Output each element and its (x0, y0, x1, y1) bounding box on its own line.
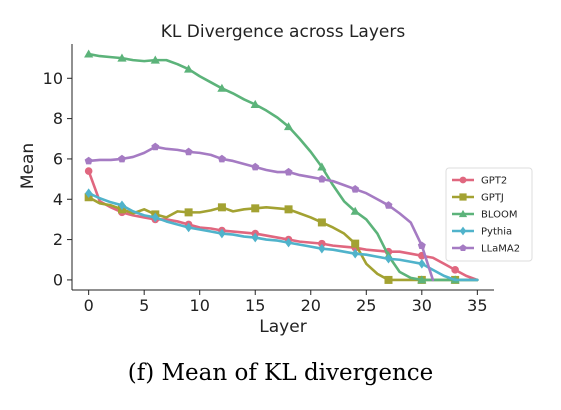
data-point-bloom (84, 49, 94, 58)
data-point-pythia (351, 248, 359, 259)
x-tick-label: 20 (301, 296, 321, 315)
series-line-pythia (87, 191, 479, 282)
legend-item-bloom: BLOOM (452, 210, 517, 221)
legend-label-gpt2: GPT2 (481, 176, 507, 187)
x-tick-label: 5 (139, 296, 149, 315)
x-tick-label: 15 (245, 296, 265, 315)
data-point-pythia (251, 232, 259, 243)
data-point-pythia (118, 200, 126, 211)
data-point-llama2 (151, 142, 160, 151)
data-point-llama2 (417, 241, 426, 250)
legend-item-gptj: GPTJ (452, 193, 504, 204)
data-point-pythia (418, 258, 426, 269)
legend-label-llama2: LLaMA2 (481, 244, 520, 255)
data-point-pythia (185, 222, 193, 233)
data-point-pythia (218, 228, 226, 239)
y-tick-label: 8 (53, 109, 63, 128)
data-point-bloom (117, 53, 127, 62)
data-point-bloom (317, 162, 327, 171)
data-point-pythia (318, 243, 326, 254)
data-point-gpt2 (451, 266, 459, 274)
x-tick-label: 35 (467, 296, 487, 315)
figure-caption: (f) Mean of KL divergence (127, 360, 434, 386)
data-point-llama2 (184, 147, 193, 156)
y-axis-label: Mean (18, 143, 38, 189)
legend-marker-bloom (458, 209, 468, 218)
legend-item-gpt2: GPT2 (452, 176, 507, 187)
data-point-llama2 (284, 167, 293, 176)
data-point-pythia (284, 237, 293, 248)
legend-marker-llama2 (459, 244, 467, 252)
y-tick-label: 0 (53, 270, 63, 289)
data-point-bloom (217, 83, 227, 92)
legend-label-gptj: GPTJ (481, 193, 504, 204)
data-point-pythia (384, 253, 393, 264)
legend-item-pythia: Pythia (452, 227, 512, 238)
data-point-pythia (85, 188, 93, 199)
data-point-bloom (250, 99, 260, 108)
data-point-gptj (351, 239, 360, 248)
data-point-bloom (350, 206, 360, 215)
data-point-llama2 (84, 156, 93, 165)
y-tick-label: 6 (53, 149, 63, 168)
legend-marker-gpt2 (459, 176, 467, 184)
data-point-gptj (284, 205, 293, 214)
data-point-bloom (283, 122, 294, 131)
data-point-llama2 (384, 201, 393, 209)
data-point-llama2 (251, 162, 260, 171)
series-llama2 (84, 142, 435, 282)
chart-title: KL Divergence across Layers (161, 22, 406, 42)
data-point-gptj (251, 204, 260, 213)
series-pythia (85, 188, 479, 282)
x-tick-label: 25 (356, 296, 376, 315)
data-point-llama2 (217, 154, 226, 163)
legend-label-bloom: BLOOM (481, 210, 517, 221)
x-tick-label: 30 (412, 296, 432, 315)
data-point-gptj (184, 208, 193, 217)
data-point-pythia (151, 212, 159, 223)
data-point-gptj (384, 275, 393, 284)
data-point-bloom (417, 275, 427, 284)
legend-item-llama2: LLaMA2 (452, 244, 520, 255)
data-point-bloom (184, 64, 194, 73)
plot-axes: 0 5 10 15 20 25 30 35 0 2 4 6 8 10 (43, 44, 494, 315)
series-layer (84, 49, 479, 284)
legend-box (445, 167, 533, 262)
series-line-llama2 (87, 145, 435, 282)
legend-label-pythia: Pythia (481, 227, 512, 238)
data-point-bloom (150, 55, 160, 64)
data-point-gpt2 (318, 239, 326, 248)
series-bloom (84, 49, 479, 284)
data-point-gptj (217, 203, 226, 212)
data-point-llama2 (317, 174, 326, 183)
data-point-gpt2 (84, 167, 93, 175)
data-point-gptj (317, 218, 326, 227)
x-tick-label: 0 (84, 296, 94, 315)
kl-divergence-chart: KL Divergence across Layers 0 5 10 15 20 25 30… (18, 22, 533, 337)
legend: GPT2 GPTJ BLOOM Pythia LLaMA2 (445, 167, 533, 262)
data-point-llama2 (351, 184, 360, 193)
legend-marker-gptj (459, 193, 467, 201)
x-axis-label: Layer (259, 317, 306, 337)
y-tick-label: 4 (53, 190, 63, 209)
data-point-llama2 (117, 154, 126, 163)
x-tick-label: 10 (190, 296, 210, 315)
y-tick-label: 2 (53, 230, 63, 249)
legend-marker-pythia (459, 226, 467, 236)
y-tick-label: 10 (43, 69, 63, 88)
